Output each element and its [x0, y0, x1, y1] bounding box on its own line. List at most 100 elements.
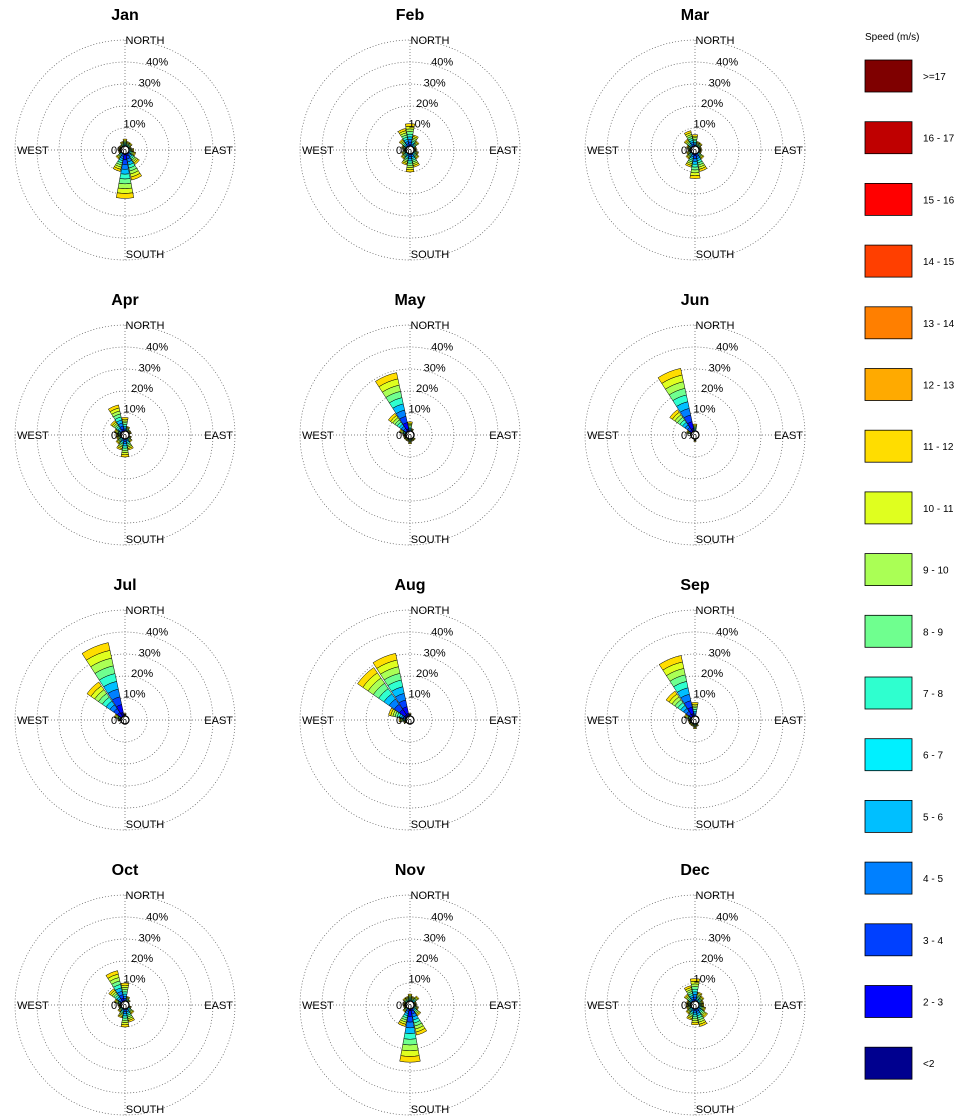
month-title: Mar: [681, 7, 709, 24]
calm-center: [690, 715, 700, 725]
rose-sector-band: [130, 172, 143, 181]
legend-label: 9 - 10: [923, 566, 949, 577]
label-west: WEST: [587, 145, 619, 157]
radial-tick-label: 30%: [709, 647, 731, 659]
wind-rose-dec: Dec NORTH SOUTH EAST WEST 0% 10% 20% 30% 40%: [584, 862, 806, 1116]
radial-tick-label: 0%: [396, 430, 412, 442]
calm-center: [690, 430, 700, 440]
rose-sector-band: [120, 982, 130, 986]
label-south: SOUTH: [411, 249, 450, 261]
label-west: WEST: [17, 145, 49, 157]
label-east: EAST: [774, 1000, 803, 1012]
rose-sector-band: [387, 412, 397, 422]
rose-sector-band: [691, 166, 699, 171]
month-title: Oct: [112, 862, 139, 879]
rose-sector-band: [700, 995, 705, 1000]
label-north: NORTH: [411, 320, 450, 332]
radial-tick-label: 20%: [701, 953, 723, 965]
rose-sector-band: [357, 667, 378, 688]
rose-sector-band: [402, 997, 406, 1001]
radial-tick-label: 10%: [124, 974, 146, 986]
label-south: SOUTH: [696, 819, 735, 831]
legend-swatch: [864, 738, 913, 772]
radial-tick-label: 10%: [124, 689, 146, 701]
radial-tick-label: 10%: [409, 689, 431, 701]
rose-sector-band: [406, 131, 414, 135]
radial-tick-label: 0%: [396, 1000, 412, 1012]
wind-rose-aug: Aug NORTH SOUTH EAST WEST 0% 10% 20% 30% 40%: [299, 577, 521, 831]
radial-tick-label: 20%: [701, 383, 723, 395]
rose-sector-band: [404, 996, 409, 999]
legend-swatch: [864, 985, 913, 1018]
radial-tick-label: 0%: [111, 1000, 127, 1012]
rose-sector-band: [115, 155, 120, 160]
rose-sector-band: [120, 1024, 130, 1028]
radial-tick-label: 30%: [139, 362, 161, 374]
radial-tick-label: 40%: [431, 342, 453, 354]
label-north: NORTH: [126, 320, 165, 332]
rose-sector-band: [416, 151, 419, 156]
legend-label: 6 - 7: [923, 751, 943, 762]
wind-rose-jul: Jul NORTH SOUTH EAST WEST 0% 10% 20% 30% 40%: [14, 577, 236, 831]
month-title: Jan: [111, 7, 139, 24]
rose-sector-band: [686, 1016, 693, 1021]
label-north: NORTH: [411, 35, 450, 47]
label-west: WEST: [302, 1000, 334, 1012]
radial-tick-label: 40%: [716, 912, 738, 924]
rose-sector-band: [415, 995, 420, 1000]
radial-tick-label: 40%: [716, 57, 738, 69]
rose-sector-band: [691, 702, 699, 705]
rose-sector-band: [119, 141, 124, 144]
radial-tick-label: 10%: [694, 404, 716, 416]
grid-circle: [58, 938, 192, 1072]
wind-rose-jun: Jun NORTH SOUTH EAST WEST 0% 10% 20% 30% 40%: [584, 292, 806, 546]
legend-label: 7 - 8: [923, 689, 943, 700]
rose-sector-band: [372, 653, 398, 669]
rose-sector-band: [122, 159, 128, 165]
label-east: EAST: [204, 430, 233, 442]
rose-sector-band: [129, 142, 133, 146]
rose-sector-band: [113, 713, 118, 719]
rose-sector-band: [122, 443, 128, 447]
rose-sector-band: [692, 158, 698, 162]
radial-tick-label: 30%: [709, 362, 731, 374]
radial-tick-label: 40%: [716, 627, 738, 639]
label-south: SOUTH: [126, 1104, 165, 1116]
label-west: WEST: [17, 430, 49, 442]
rose-sector-band: [118, 178, 132, 185]
rose-sector-band: [129, 439, 133, 443]
rose-sector-band: [122, 138, 128, 141]
legend-label: 15 - 16: [923, 195, 955, 206]
radial-tick-label: 40%: [431, 57, 453, 69]
radial-tick-label: 10%: [694, 119, 716, 131]
label-north: NORTH: [411, 605, 450, 617]
legend-label: 10 - 11: [923, 504, 954, 515]
rose-sector-band: [702, 1006, 707, 1012]
radial-tick-label: 0%: [681, 715, 697, 727]
month-title: Sep: [680, 577, 710, 594]
rose-sector-band: [129, 431, 132, 435]
rose-sector-band: [399, 1055, 421, 1063]
radial-tick-label: 10%: [409, 974, 431, 986]
grid-circle: [628, 938, 762, 1072]
label-south: SOUTH: [696, 534, 735, 546]
rose-sector-band: [405, 169, 415, 173]
radial-tick-label: 20%: [131, 668, 153, 680]
label-north: NORTH: [696, 605, 735, 617]
label-east: EAST: [489, 430, 518, 442]
rose-sector-band: [126, 996, 131, 999]
legend-label: 4 - 5: [923, 874, 943, 885]
rose-sector-band: [128, 999, 131, 1002]
rose-sector-band: [689, 175, 701, 179]
rose-sector-band: [408, 713, 412, 715]
rose-sector-band: [122, 993, 128, 997]
rose-sector-band: [115, 433, 118, 437]
rose-sector-band: [683, 130, 692, 136]
label-north: NORTH: [411, 890, 450, 902]
radial-tick-label: 10%: [694, 974, 716, 986]
label-north: NORTH: [696, 320, 735, 332]
rose-sector-band: [116, 192, 134, 199]
rose-sector-band: [375, 372, 399, 388]
label-south: SOUTH: [126, 534, 165, 546]
rose-sector-band: [86, 681, 102, 697]
